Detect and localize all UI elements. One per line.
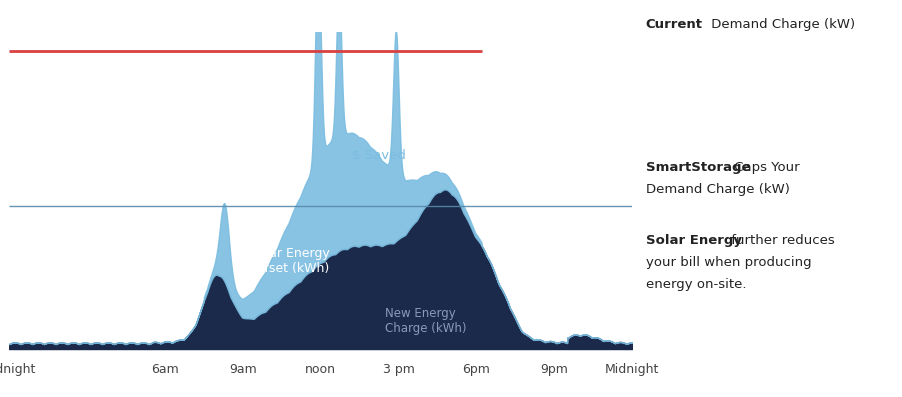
Text: Caps Your: Caps Your [729, 161, 798, 174]
Text: $ Saved: $ Saved [351, 149, 405, 162]
Text: Current: Current [645, 18, 702, 31]
Text: further reduces: further reduces [726, 234, 833, 247]
Text: New Energy
Charge (kWh): New Energy Charge (kWh) [385, 307, 466, 335]
Text: Solar Energy: Solar Energy [645, 234, 741, 247]
Text: SmartStorage: SmartStorage [645, 161, 750, 174]
Text: your bill when producing: your bill when producing [645, 256, 810, 269]
Text: Demand Charge (kW): Demand Charge (kW) [706, 18, 854, 31]
Text: Demand Charge (kW): Demand Charge (kW) [645, 183, 788, 196]
Text: Solar Energy
Offset (kWh): Solar Energy Offset (kWh) [249, 247, 329, 275]
Text: energy on-site.: energy on-site. [645, 278, 745, 291]
